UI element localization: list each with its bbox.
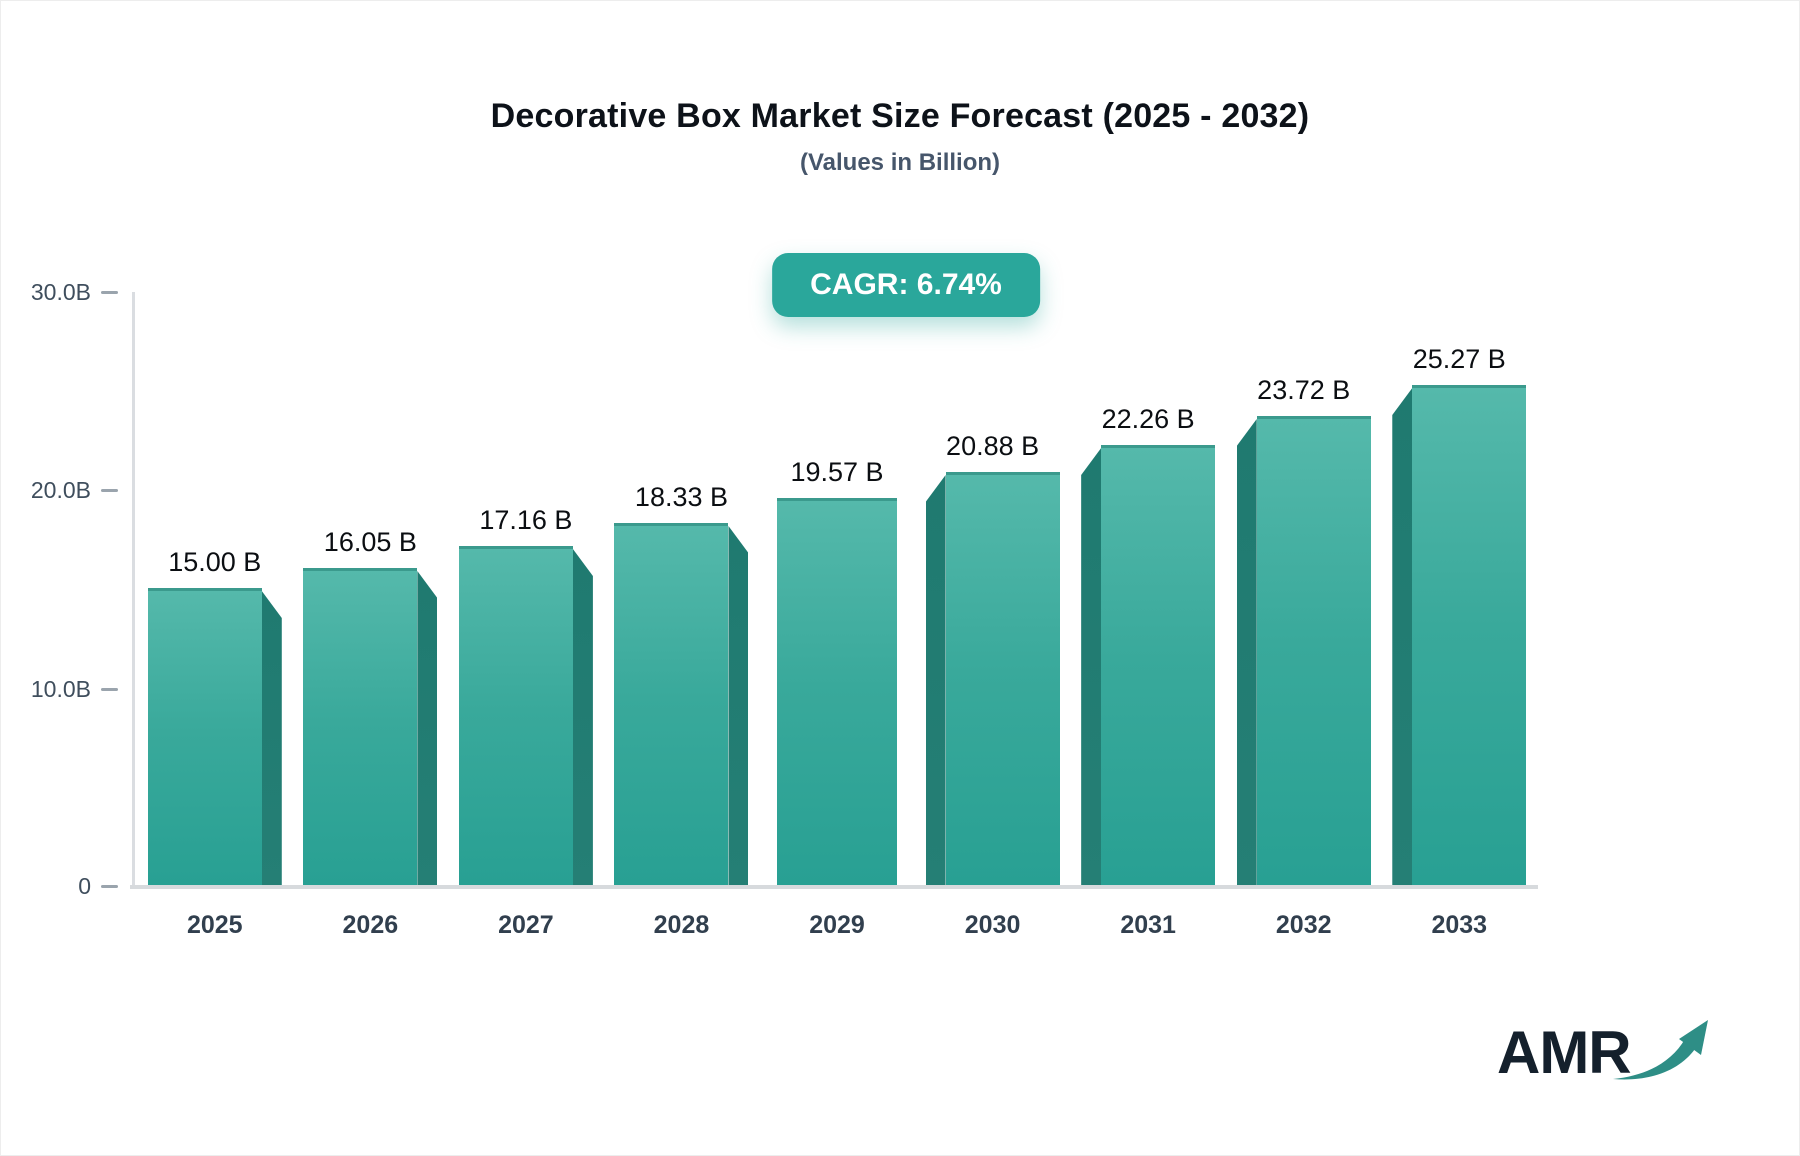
bar-face [945, 472, 1060, 885]
trend-up-arrow-icon [1613, 1020, 1708, 1080]
bar-3d-side [1081, 448, 1102, 885]
x-axis-label-2025: 2025 [186, 911, 243, 939]
chart-subtitle: (Values in Billion) [799, 149, 1001, 176]
amr-logo: AMR [1497, 1017, 1713, 1101]
bar-slot-2032: 23.72 B 2032 [1226, 292, 1382, 939]
bar-face [1412, 385, 1527, 885]
bar-3d-side [1236, 419, 1257, 885]
y-axis-label-0: 0 [78, 873, 91, 899]
x-axis-label-2030: 2030 [964, 911, 1021, 939]
bar-face [458, 546, 573, 885]
bar-slot-2029: 19.57 B 2029 [759, 292, 915, 939]
amr-logo-text: AMR [1497, 1019, 1632, 1086]
y-axis-line [132, 292, 135, 886]
x-axis-label-2033: 2033 [1431, 911, 1488, 939]
bar-slot-2030: 20.88 B 2030 [915, 292, 1071, 939]
bar-value-label: 19.57 B [790, 457, 884, 487]
y-axis-tick [101, 688, 118, 691]
chart-title: Decorative Box Market Size Forecast (202… [490, 97, 1310, 135]
cagr-badge: CAGR: 6.74% [772, 253, 1040, 317]
x-axis-label-2029: 2029 [809, 911, 865, 939]
y-axis-tick [101, 489, 118, 492]
bar-value-label: 17.16 B [479, 505, 573, 535]
bar-value-label: 18.33 B [634, 482, 729, 512]
bar-face [614, 523, 729, 885]
y-axis-label-10: 10.0B [30, 676, 91, 702]
bar-face [147, 588, 262, 885]
bar-slot-2031: 22.26 B 2031 [1070, 292, 1226, 939]
bar-2025[interactable]: 15.00 B [147, 547, 282, 885]
bar-face [1101, 445, 1216, 885]
x-axis-label-2026: 2026 [342, 911, 399, 939]
bar-2032[interactable]: 23.72 B [1236, 375, 1371, 885]
x-axis-label-2028: 2028 [653, 911, 710, 939]
bar-2030[interactable]: 20.88 B [925, 431, 1060, 885]
bar-slot-2027: 17.16 B 2027 [448, 292, 604, 939]
bar-2028[interactable]: 18.33 B [614, 482, 749, 885]
bar-value-label: 25.27 B [1412, 344, 1506, 374]
y-axis-tick [101, 885, 118, 888]
bar-2029[interactable]: 19.57 B [777, 457, 898, 885]
bar-value-label: 20.88 B [946, 431, 1040, 461]
bar-value-label: 15.00 B [168, 547, 262, 577]
bar-3d-side [572, 549, 593, 885]
x-axis-label-2032: 2032 [1275, 911, 1332, 939]
x-axis-label-2027: 2027 [498, 911, 554, 939]
bar-value-label: 16.05 B [323, 527, 417, 557]
bar-slot-2028: 18.33 B 2028 [604, 292, 760, 939]
bar-value-label: 23.72 B [1257, 375, 1351, 405]
bar-face [1256, 416, 1371, 885]
bar-slot-2025: 15.00 B 2025 [137, 292, 293, 939]
bar-3d-side [728, 526, 749, 885]
bar-face [777, 498, 898, 885]
bar-2031[interactable]: 22.26 B [1081, 404, 1216, 885]
bar-2027[interactable]: 17.16 B [458, 505, 593, 885]
y-axis-tick [101, 291, 118, 294]
x-axis-line [130, 885, 1538, 889]
y-axis-label-30: 30.0B [30, 279, 91, 305]
bar-value-label: 22.26 B [1101, 404, 1195, 434]
bar-3d-side [261, 591, 282, 885]
bar-2026[interactable]: 16.05 B [303, 527, 438, 885]
bar-plot-area: 15.00 B 2025 16.05 B 2026 17.16 B 2027 18.33 B… [137, 292, 1538, 939]
bar-face [303, 568, 418, 885]
x-axis-label-2031: 2031 [1120, 911, 1176, 939]
y-axis-label-20: 20.0B [30, 477, 91, 503]
bar-2033[interactable]: 25.27 B [1392, 344, 1527, 885]
bar-3d-side [1392, 388, 1413, 885]
bar-3d-side [925, 475, 946, 885]
bar-slot-2026: 16.05 B 2026 [293, 292, 449, 939]
bar-3d-side [417, 571, 438, 885]
bar-slot-2033: 25.27 B 2033 [1382, 292, 1538, 939]
